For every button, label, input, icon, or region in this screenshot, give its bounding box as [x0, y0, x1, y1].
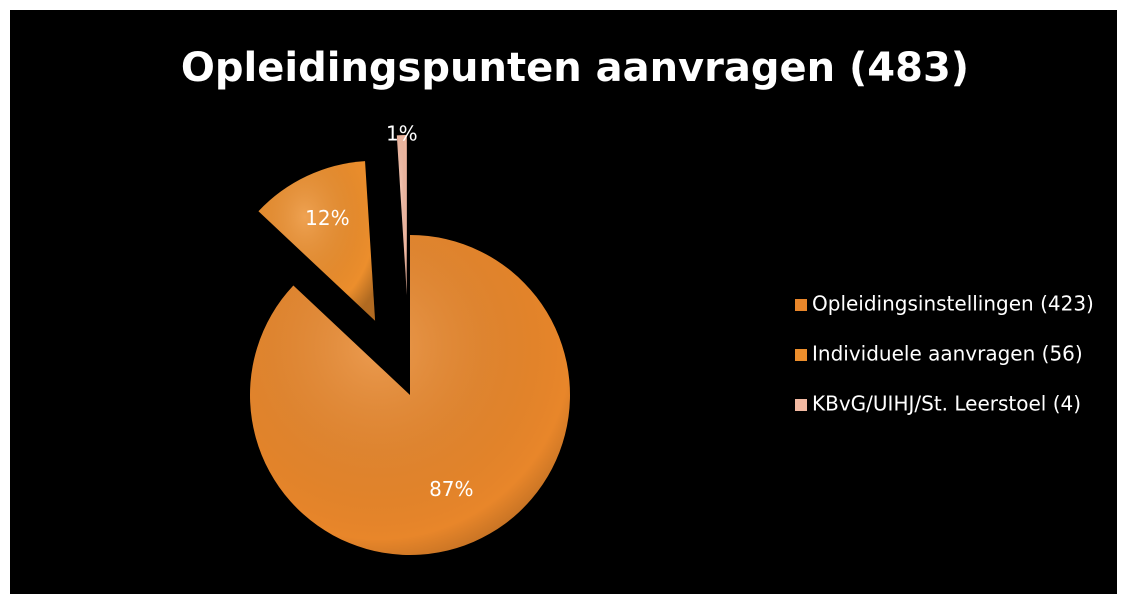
data-label: 87% [429, 477, 473, 501]
legend-label: Individuele aanvragen (56) [812, 342, 1083, 366]
legend-swatch [795, 349, 807, 361]
legend-label: Opleidingsinstellingen (423) [812, 292, 1094, 316]
chart-background [10, 10, 1117, 594]
slice-shade [396, 135, 407, 296]
legend-label: KBvG/UIHJ/St. Leerstoel (4) [812, 392, 1081, 416]
slice-shade [258, 161, 376, 321]
data-label: 1% [386, 122, 418, 146]
legend-swatch [795, 299, 807, 311]
data-label: 12% [305, 206, 349, 230]
slice-shade [249, 235, 570, 555]
chart-title: Opleidingspunten aanvragen (483) [181, 45, 969, 91]
legend-swatch [795, 399, 807, 411]
